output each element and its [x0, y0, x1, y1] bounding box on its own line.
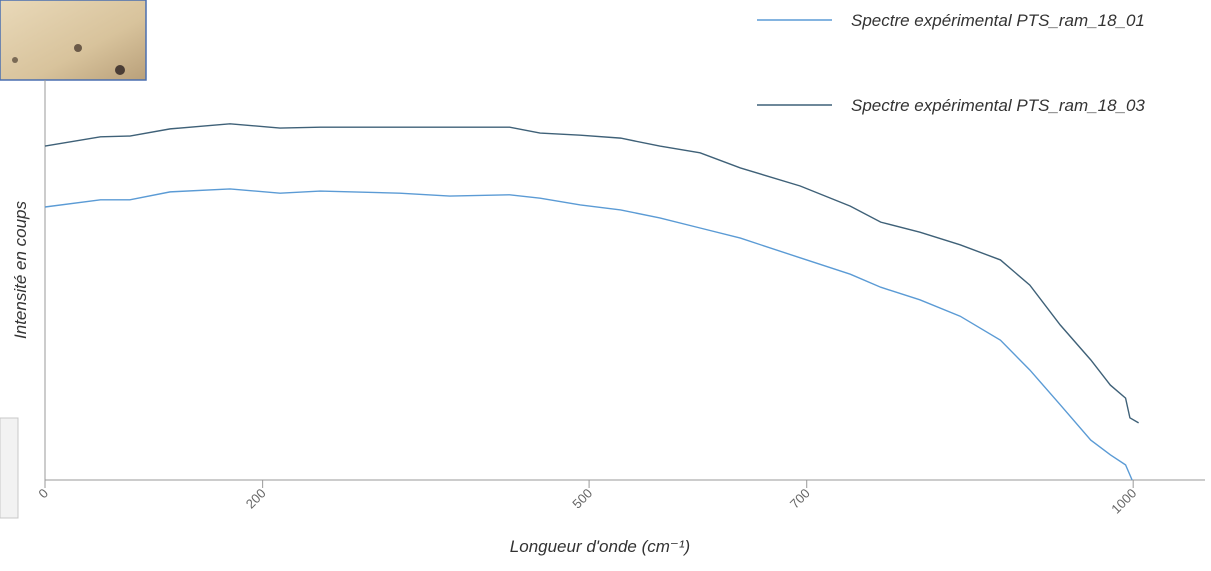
y-axis-title: Intensité en coups	[11, 201, 30, 339]
data-line	[44, 123, 1139, 424]
thumbnail-speck	[115, 65, 125, 75]
x-tick-label: 500	[569, 486, 595, 512]
x-tick-label: 1000	[1108, 486, 1139, 517]
thumbnail-speck	[74, 44, 82, 52]
x-tick-label: 200	[243, 486, 269, 512]
data-line	[44, 188, 1133, 481]
x-axis-title: Longueur d'onde (cm⁻¹)	[510, 537, 690, 556]
x-tick-label: 0	[35, 486, 51, 502]
legend-label: Spectre expérimental PTS_ram_18_03	[851, 96, 1145, 115]
legend-label: Spectre expérimental PTS_ram_18_01	[851, 11, 1145, 30]
thumbnail-speck	[12, 57, 18, 63]
side-panel	[0, 417, 19, 519]
x-tick-label: 700	[787, 486, 813, 512]
thumbnail-image	[0, 0, 147, 81]
